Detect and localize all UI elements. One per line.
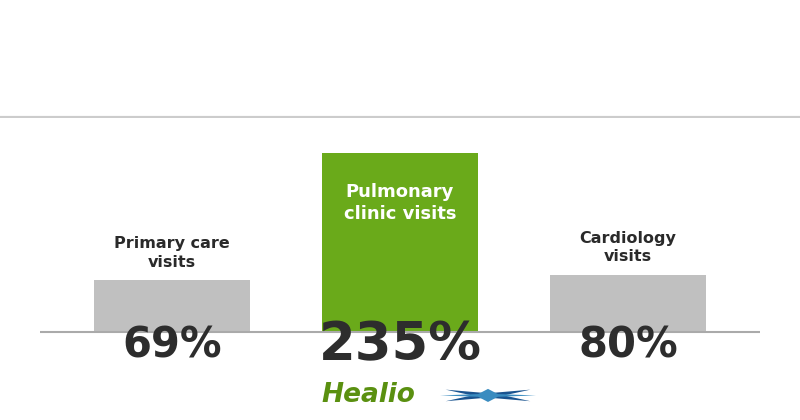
Bar bbox=[94, 281, 250, 332]
Text: Primary care
visits: Primary care visits bbox=[114, 236, 230, 270]
Text: Pulmonary
clinic visits: Pulmonary clinic visits bbox=[344, 183, 456, 223]
Text: 235%: 235% bbox=[318, 319, 482, 371]
Text: 69%: 69% bbox=[122, 324, 222, 366]
Bar bbox=[550, 275, 706, 332]
Text: after vs. before COVID-19 hospitalization discharge:: after vs. before COVID-19 hospitalizatio… bbox=[93, 75, 707, 94]
Text: Increases in specialty outpatient visits seen: Increases in specialty outpatient visits… bbox=[140, 28, 660, 47]
Polygon shape bbox=[446, 390, 530, 401]
Polygon shape bbox=[440, 389, 536, 402]
Text: Cardiology
visits: Cardiology visits bbox=[579, 231, 677, 264]
Bar bbox=[322, 153, 478, 332]
Text: 80%: 80% bbox=[578, 324, 678, 366]
Text: Healio: Healio bbox=[321, 383, 415, 408]
